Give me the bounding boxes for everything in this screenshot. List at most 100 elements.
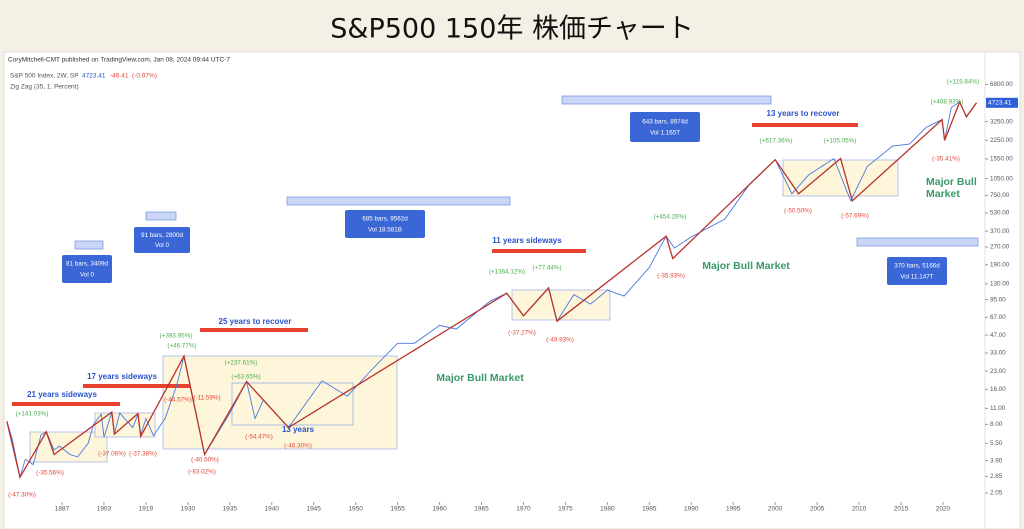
chart-title: S&P500 150年 株価チャート [330, 14, 693, 45]
x-tick-label: 1960 [432, 506, 447, 513]
range-info-text: Vol 0 [80, 271, 95, 278]
period-label: 11 years sideways [492, 236, 562, 245]
x-tick-label: 1940 [265, 506, 280, 513]
plot [6, 100, 978, 480]
y-tick-label: 47.00 [990, 332, 1006, 339]
gain-label: (+63.65%) [231, 374, 260, 381]
date-range-bar [561, 95, 772, 105]
drop-label: (-46.30%) [284, 443, 312, 450]
price-line [6, 101, 977, 478]
x-tick-label: 2020 [936, 506, 951, 513]
range-info-box [134, 227, 190, 253]
y-tick-label: 16.00 [990, 386, 1006, 393]
date-range-bar [74, 240, 104, 250]
range-info-text: Vol 11.147T [900, 273, 933, 280]
drop-label: (-35.41%) [932, 156, 960, 163]
y-tick-label: 270.00 [990, 244, 1010, 251]
y-tick-label: 190.00 [990, 261, 1010, 268]
range-info-text: 685 bars, 9562d [362, 216, 408, 223]
gain-label: (+408.93%) [931, 99, 964, 106]
x-tick-label: 1980 [600, 506, 615, 513]
x-tick-label: 1919 [139, 506, 154, 513]
date-range-bar [145, 211, 177, 221]
y-tick-label: 11.00 [990, 405, 1006, 412]
x-tick-label: 1955 [390, 506, 405, 513]
gain-label: (+237.61%) [225, 360, 258, 367]
x-tick-label: 2000 [768, 506, 783, 513]
y-tick-label: 1050.00 [990, 175, 1013, 182]
y-tick-label: 2250.00 [990, 137, 1013, 144]
trend-label: Major Bull Market [702, 260, 790, 272]
range-info-text: 370 bars, 5166d [894, 263, 940, 270]
range-info-text: 91 bars, 2800d [141, 232, 184, 239]
drop-label: (-83.02%) [188, 469, 216, 476]
gain-label: (+454.28%) [654, 214, 687, 221]
range-info-text: 81 bars, 3409d [66, 261, 109, 268]
range-info-box [345, 210, 425, 238]
publisher: CoryMitchell-CMT published on TradingVie… [8, 57, 230, 64]
x-tick-label: 2015 [894, 506, 909, 513]
date-range-bar [286, 196, 511, 206]
x-tick-label: 1930 [181, 506, 196, 513]
range-info-text: Vol 1.165T [650, 130, 680, 137]
drop-label: (-35.56%) [36, 470, 64, 477]
y-tick-label: 2.85 [990, 473, 1003, 480]
drop-label: (-37.27%) [508, 330, 536, 337]
drop-label: (-49.93%) [546, 337, 574, 344]
y-tick-label: 3.90 [990, 457, 1003, 464]
period-label: 13 years [282, 425, 315, 434]
y-tick-label: 530.00 [990, 210, 1010, 217]
range-info-box [62, 255, 112, 283]
x-tick-label: 1985 [642, 506, 657, 513]
gain-label: (+141.03%) [16, 411, 49, 418]
gain-label: (+77.44%) [532, 265, 561, 272]
x-tick-label: 1887 [55, 506, 70, 513]
trend-label: Major Bull Market [436, 372, 524, 384]
range-info-box [887, 257, 947, 285]
change-percent: (-0.97%) [132, 73, 157, 80]
last-price-badge [986, 97, 1018, 108]
drop-label: (-50.50%) [784, 208, 812, 215]
range-info-box [630, 112, 700, 142]
x-tick-label: 1935 [223, 506, 238, 513]
range-info-text: Vol 18.581B [368, 226, 402, 233]
y-tick-label: 3250.00 [990, 118, 1013, 125]
period-label: 13 years to recover [767, 109, 840, 118]
range-info-text: Vol 0 [155, 242, 170, 249]
x-tick-label: 2010 [852, 506, 867, 513]
highlight-box [782, 159, 899, 197]
drop-label: (-37.38%) [129, 451, 157, 458]
y-tick-label: 67.00 [990, 314, 1006, 321]
gain-label: (+1364.12%) [489, 269, 525, 276]
drop-label: (-57.69%) [841, 213, 869, 220]
gain-label: (+46.77%) [167, 343, 196, 350]
gain-label: (+105.05%) [824, 138, 857, 145]
period-label: 17 years sideways [87, 372, 157, 381]
x-tick-label: 1995 [726, 506, 741, 513]
y-tick-label: 6800.00 [990, 81, 1013, 88]
gain-label: (+393.95%) [160, 333, 193, 340]
y-tick-label: 130.00 [990, 281, 1010, 288]
y-tick-label: 95.00 [990, 296, 1006, 303]
last-price-label: 4723.41 [988, 100, 1012, 107]
x-tick-label: 1945 [306, 506, 321, 513]
x-tick-label: 1990 [684, 506, 699, 513]
date-range-bar [856, 237, 979, 247]
last-price: 4723.41 [82, 73, 106, 80]
range-info-text: 643 bars, 8974d [642, 118, 688, 125]
drop-label: (-47.30%) [8, 492, 36, 499]
highlight-box [162, 355, 398, 450]
indicator: Zig Zag (35, 1, Percent) [10, 84, 79, 91]
y-tick-label: 370.00 [990, 228, 1010, 235]
period-label: 21 years sideways [27, 390, 97, 399]
change: -46.41 [110, 73, 129, 80]
drop-label: (-37.06%) [98, 451, 126, 458]
y-tick-label: 8.00 [990, 421, 1003, 428]
x-tick-label: 1950 [348, 506, 363, 513]
y-tick-label: 2.05 [990, 490, 1003, 497]
x-tick-label: 2005 [810, 506, 825, 513]
trend-label: Major Bull [926, 176, 977, 188]
y-tick-label: 33.00 [990, 350, 1006, 357]
